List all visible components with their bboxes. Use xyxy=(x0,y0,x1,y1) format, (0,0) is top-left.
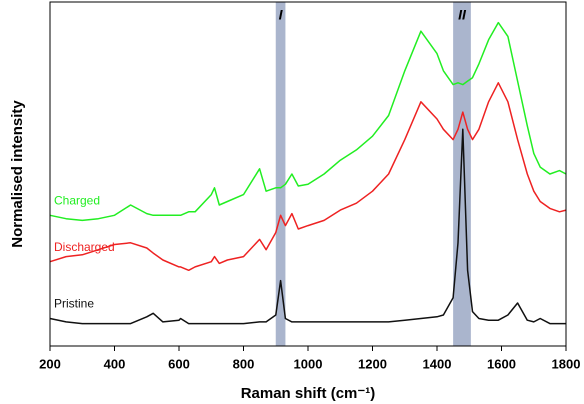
x-tick-label: 1400 xyxy=(423,356,452,371)
highlight-band xyxy=(275,2,286,346)
series-line xyxy=(49,82,567,272)
y-axis-label: Normalised intensity xyxy=(9,100,26,248)
plot-frame xyxy=(49,1,567,347)
x-tick-label: 1200 xyxy=(358,356,387,371)
x-tick-label: 800 xyxy=(233,356,255,371)
series-label: Pristine xyxy=(54,297,94,311)
band-label: I xyxy=(279,7,284,23)
series-line xyxy=(49,21,567,222)
x-tick-label: 600 xyxy=(168,356,190,371)
series-label: Charged xyxy=(54,193,100,207)
x-tick-label: 1600 xyxy=(487,356,516,371)
series-line xyxy=(49,128,566,325)
x-tick-label: 400 xyxy=(104,356,126,371)
x-tick-label: 1800 xyxy=(552,356,581,371)
x-tick-label: 200 xyxy=(39,356,61,371)
x-tick-label: 1000 xyxy=(294,356,323,371)
band-label: II xyxy=(458,7,467,23)
x-axis-label: Raman shift (cm⁻¹) xyxy=(241,385,376,402)
series-label: Discharged xyxy=(54,240,115,254)
highlight-band xyxy=(453,2,471,346)
